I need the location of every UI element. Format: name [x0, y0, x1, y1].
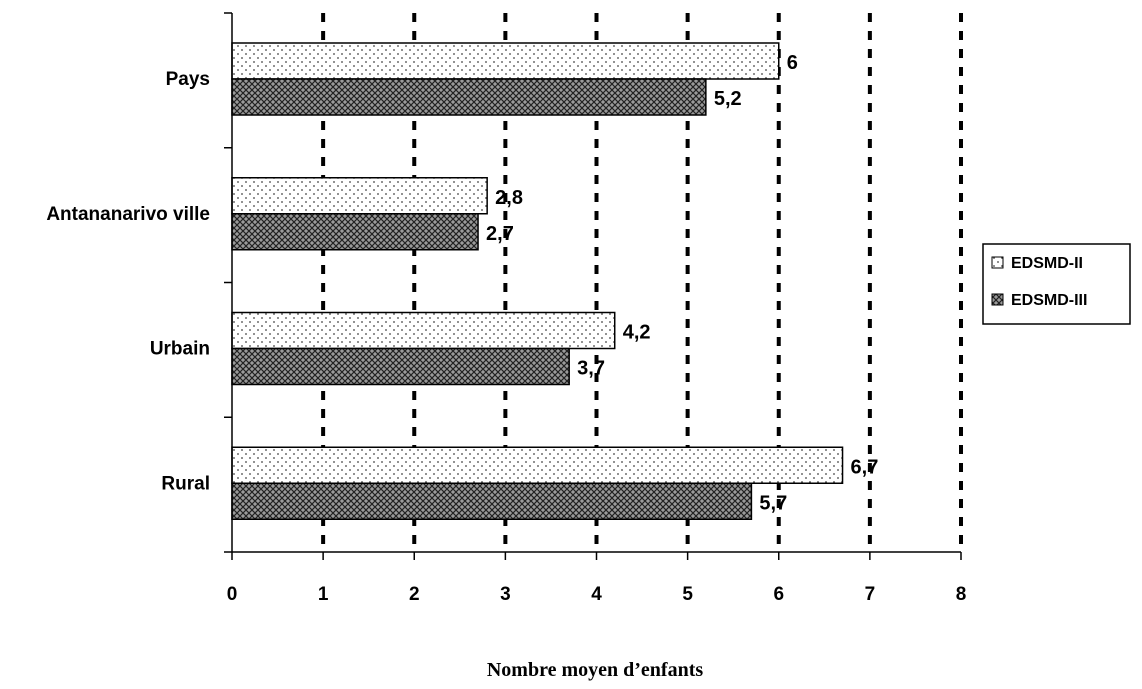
x-tick-label-6: 6 — [773, 584, 784, 605]
data-label-0-0: 6 — [787, 52, 798, 74]
axes — [224, 12, 962, 560]
bar-edsmd-ii-1 — [231, 177, 488, 215]
legend-box — [982, 243, 1131, 325]
x-axis-label: Nombre moyen d’enfants — [487, 659, 704, 681]
data-label-0-1: 2,8 — [495, 187, 523, 209]
bar-edsmd-ii-0 — [231, 42, 780, 80]
legend-label-edsmd-ii: EDSMD-II — [1011, 255, 1083, 272]
x-tick-label-4: 4 — [591, 584, 602, 605]
data-label-0-2: 4,2 — [623, 322, 651, 344]
x-tick-label-0: 0 — [227, 584, 238, 605]
x-tick-label-7: 7 — [865, 584, 876, 605]
x-tick-label-5: 5 — [682, 584, 693, 605]
legend-swatch-edsmd-ii — [991, 256, 1004, 269]
data-label-1-3: 5,7 — [759, 492, 787, 514]
bar-edsmd-iii-3 — [231, 482, 753, 520]
category-label-1: Antananarivo ville — [46, 204, 210, 225]
bar-edsmd-iii-1 — [231, 213, 479, 251]
data-label-1-2: 3,7 — [577, 358, 605, 380]
x-tick-label-2: 2 — [409, 584, 420, 605]
x-tick-label-8: 8 — [956, 584, 967, 605]
bar-edsmd-ii-3 — [231, 446, 844, 484]
data-label-1-1: 2,7 — [486, 223, 514, 245]
labels: 6 5,2 Pays 2,8 2,7 Antananarivo ville 4,2 3,7 Ur… — [46, 52, 966, 605]
x-tick-label-1: 1 — [318, 584, 329, 605]
bars — [231, 42, 844, 520]
legend: EDSMD-II EDSMD-III — [982, 243, 1131, 325]
bar-edsmd-iii-2 — [231, 347, 570, 386]
category-label-0: Pays — [166, 69, 210, 90]
data-label-0-3: 6,7 — [851, 456, 879, 478]
legend-label-edsmd-iii: EDSMD-III — [1011, 292, 1087, 309]
x-tick-label-3: 3 — [500, 584, 511, 605]
data-label-1-0: 5,2 — [714, 88, 742, 110]
legend-swatch-edsmd-iii — [991, 293, 1004, 306]
category-label-2: Urbain — [150, 339, 210, 360]
category-label-3: Rural — [161, 473, 210, 494]
bar-edsmd-ii-2 — [231, 311, 616, 350]
bar-edsmd-iii-0 — [231, 78, 707, 116]
